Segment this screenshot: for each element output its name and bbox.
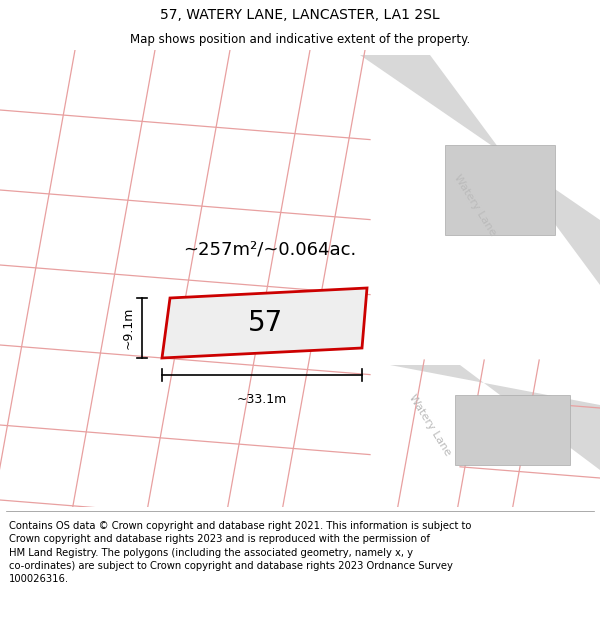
Text: Map shows position and indicative extent of the property.: Map shows position and indicative extent… [130, 32, 470, 46]
Polygon shape [455, 395, 570, 465]
Text: ~257m²/~0.064ac.: ~257m²/~0.064ac. [184, 241, 356, 259]
Text: Watery Lane: Watery Lane [452, 173, 498, 238]
Polygon shape [445, 145, 555, 235]
Text: Contains OS data © Crown copyright and database right 2021. This information is : Contains OS data © Crown copyright and d… [9, 521, 472, 584]
Polygon shape [390, 365, 600, 470]
Text: 57: 57 [248, 309, 283, 337]
Polygon shape [360, 55, 600, 285]
Polygon shape [162, 288, 367, 358]
Text: Watery Lane: Watery Lane [407, 392, 453, 458]
Text: ~9.1m: ~9.1m [121, 307, 134, 349]
Text: ~33.1m: ~33.1m [237, 393, 287, 406]
Text: 57, WATERY LANE, LANCASTER, LA1 2SL: 57, WATERY LANE, LANCASTER, LA1 2SL [160, 8, 440, 22]
